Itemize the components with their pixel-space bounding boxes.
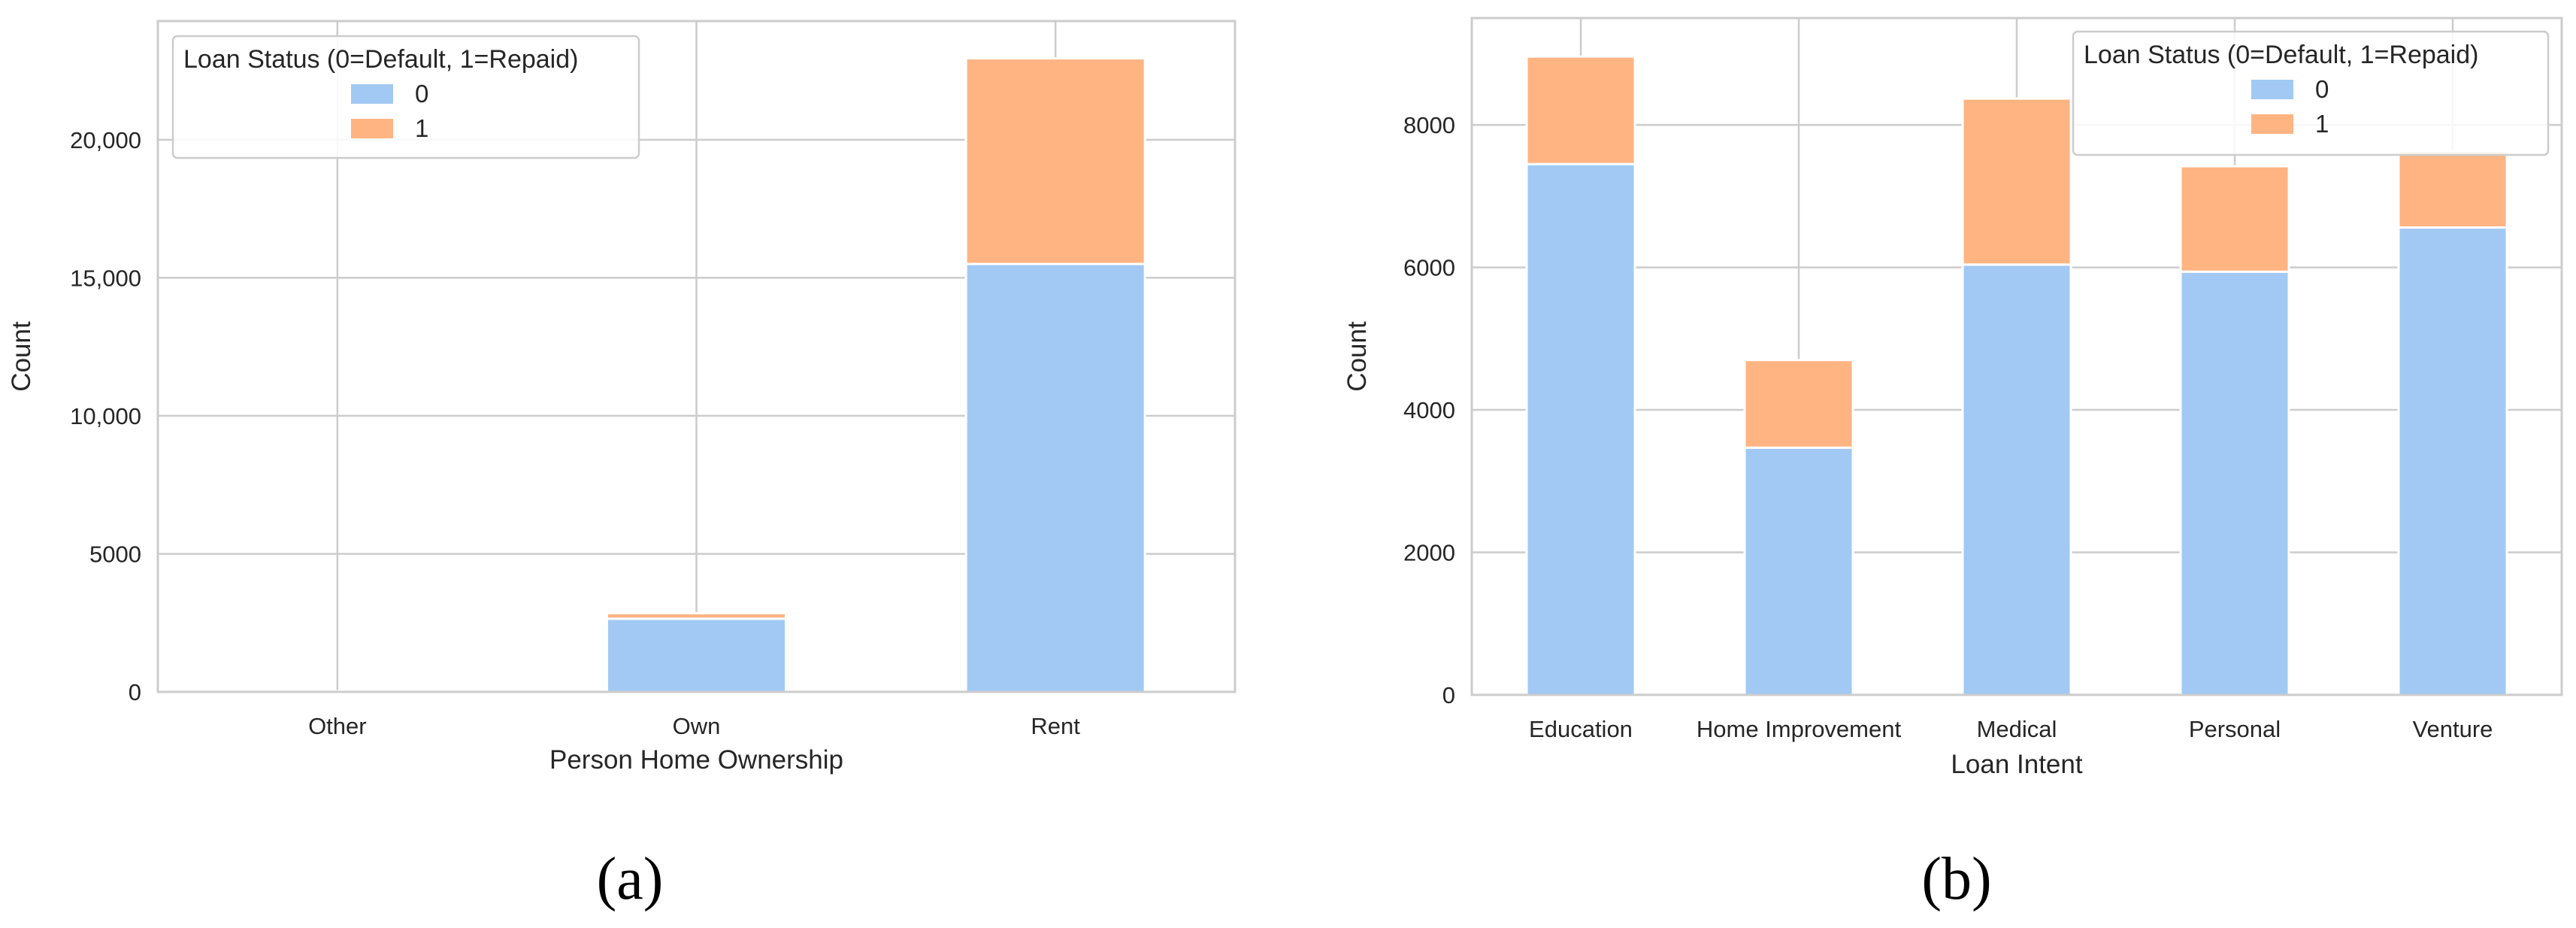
x-tick-label: Education bbox=[1529, 716, 1633, 742]
x-tick-label: Rent bbox=[1031, 713, 1080, 739]
y-tick-label: 10,000 bbox=[70, 403, 141, 429]
x-tick-label: Other bbox=[308, 713, 367, 739]
y-tick-label: 0 bbox=[1442, 682, 1455, 708]
legend-label-1: 1 bbox=[2315, 110, 2329, 138]
legend-swatch-0 bbox=[351, 84, 393, 104]
y-tick-label: 6000 bbox=[1403, 255, 1455, 281]
panel-label: (a) bbox=[597, 846, 664, 912]
x-tick-label: Own bbox=[673, 713, 721, 739]
bar-series-1-rent bbox=[964, 57, 1146, 265]
bar-series-0-medical bbox=[1961, 263, 2072, 696]
x-tick-label: Personal bbox=[2189, 716, 2281, 742]
legend-title: Loan Status (0=Default, 1=Repaid) bbox=[2084, 41, 2478, 69]
legend-swatch-1 bbox=[351, 119, 393, 138]
y-tick-label: 8000 bbox=[1403, 112, 1455, 138]
plot-frame bbox=[156, 20, 1237, 693]
bar-series-0-home-improvement bbox=[1743, 446, 1854, 696]
bar-series-0-venture bbox=[2397, 226, 2508, 696]
legend-label-0: 0 bbox=[2315, 75, 2329, 103]
x-tick-label: Home Improvement bbox=[1697, 716, 1902, 742]
plot-frame bbox=[1470, 17, 2563, 696]
legend-swatch-1 bbox=[2251, 114, 2293, 134]
x-tick-label: Medical bbox=[1977, 716, 2057, 742]
legend-label-1: 1 bbox=[415, 114, 428, 142]
y-axis-label: Count bbox=[1342, 321, 1372, 392]
chart-a-home-ownership: 0 5000 10,000 15,000 20,000 Other Own Rent Perso… bbox=[7, 20, 1237, 912]
bar-series-1-own bbox=[606, 611, 787, 620]
bar-series-1-education bbox=[1525, 55, 1636, 165]
y-tick-label: 5000 bbox=[89, 541, 141, 567]
bar-series-1-venture bbox=[2397, 150, 2508, 229]
x-axis-label: Person Home Ownership bbox=[549, 745, 843, 775]
y-tick-label: 4000 bbox=[1403, 397, 1455, 423]
bar-series-0-personal bbox=[2179, 270, 2290, 696]
legend-box bbox=[2072, 30, 2550, 156]
y-tick-label: 20,000 bbox=[70, 127, 141, 153]
bar-series-0-own bbox=[606, 617, 787, 693]
y-tick-label: 15,000 bbox=[70, 265, 141, 291]
x-tick-label: Venture bbox=[2413, 716, 2493, 742]
bar-series-1-medical bbox=[1961, 97, 2072, 266]
legend-label-0: 0 bbox=[415, 80, 428, 108]
bar-series-0-rent bbox=[964, 262, 1146, 693]
legend-swatch-0 bbox=[2251, 80, 2293, 99]
chart-b-loan-intent: 0 2000 4000 6000 8000 Education Home Improveme… bbox=[1342, 17, 2563, 912]
legend-box bbox=[171, 35, 640, 159]
panel-label: (b) bbox=[1921, 846, 1991, 912]
bar-series-0-education bbox=[1525, 162, 1636, 696]
legend-title: Loan Status (0=Default, 1=Repaid) bbox=[183, 45, 578, 74]
y-tick-label: 2000 bbox=[1403, 540, 1455, 566]
y-axis-label: Count bbox=[7, 321, 36, 392]
bar-series-1-home-improvement bbox=[1743, 359, 1854, 449]
y-tick-label: 0 bbox=[129, 679, 141, 705]
bar-series-1-personal bbox=[2179, 165, 2290, 273]
x-axis-label: Loan Intent bbox=[1951, 750, 2082, 779]
